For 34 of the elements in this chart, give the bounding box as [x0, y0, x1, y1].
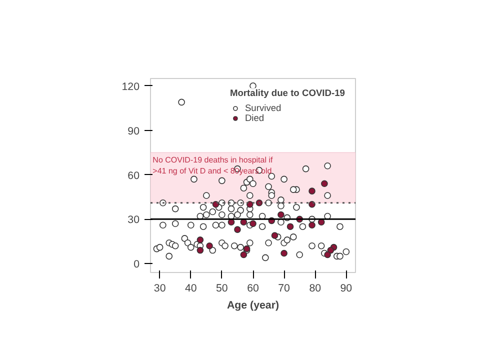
x-tick-label: 40 [184, 282, 197, 294]
point [308, 200, 316, 208]
point [246, 200, 254, 208]
y-tick-label: 60 [128, 170, 140, 182]
point [321, 180, 328, 188]
legend-label: Survived [244, 103, 282, 113]
x-tick-label: 90 [340, 282, 352, 294]
point [308, 188, 316, 194]
point [324, 251, 331, 258]
point [308, 222, 316, 229]
x-tick-label: 60 [247, 282, 259, 294]
x-tick-label: 70 [278, 282, 290, 294]
point [196, 236, 204, 244]
x-axis-title: Age (year) [226, 300, 280, 312]
point [271, 232, 278, 239]
point [278, 211, 284, 218]
legend-label: Died [244, 113, 265, 123]
point [280, 250, 288, 257]
y-tick-label: 90 [128, 125, 140, 138]
x-tick-label: 50 [216, 282, 228, 294]
point [250, 220, 256, 228]
point [196, 246, 204, 254]
point [286, 223, 294, 230]
y-tick-label: 120 [122, 80, 140, 93]
point [212, 200, 220, 208]
point [240, 251, 248, 258]
point [234, 226, 241, 233]
legend-title: Mortality due to COVID-19 [230, 88, 345, 98]
y-tick-label: 0 [134, 258, 140, 271]
y-tick-label: 30 [128, 214, 140, 226]
x-tick-label: 80 [309, 282, 322, 294]
x-tick-label: 30 [154, 282, 166, 294]
point [327, 246, 334, 254]
point [206, 242, 213, 250]
